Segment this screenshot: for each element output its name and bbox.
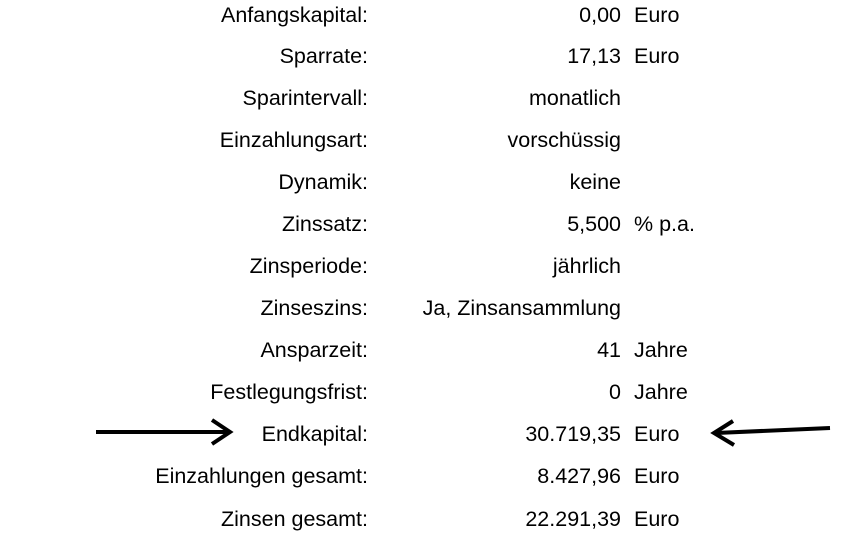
row-unit: Euro: [634, 464, 680, 488]
row-label: Zinsen gesamt:: [221, 507, 368, 531]
row-value: jährlich: [552, 254, 621, 278]
row-value: 30.719,35: [525, 422, 621, 446]
row-label: Zinsperiode:: [249, 254, 368, 278]
row-label: Endkapital:: [261, 422, 368, 446]
row-unit: Euro: [634, 507, 680, 531]
row-unit: Jahre: [634, 380, 688, 404]
table-row: Festlegungsfrist: 0 Jahre: [0, 377, 856, 407]
row-label: Sparrate:: [279, 44, 368, 68]
table-row: Zinsen gesamt: 22.291,39 Euro: [0, 504, 856, 534]
row-value: keine: [569, 170, 621, 194]
table-row: Ansparzeit: 41 Jahre: [0, 335, 856, 365]
row-unit: Euro: [634, 3, 680, 27]
table-row: Einzahlungsart: vorschüssig: [0, 125, 856, 155]
row-label: Einzahlungen gesamt:: [155, 464, 368, 488]
table-row: Anfangskapital: 0,00 Euro: [0, 0, 856, 30]
row-label: Festlegungsfrist:: [210, 380, 368, 404]
row-label: Dynamik:: [278, 170, 368, 194]
row-value: 41: [597, 338, 621, 362]
row-label: Ansparzeit:: [260, 338, 368, 362]
table-row: Endkapital: 30.719,35 Euro: [0, 419, 856, 449]
table-row: Einzahlungen gesamt: 8.427,96 Euro: [0, 461, 856, 491]
row-value: 22.291,39: [525, 507, 621, 531]
row-label: Anfangskapital:: [220, 3, 368, 27]
row-value: 5,500: [567, 212, 621, 236]
row-value: vorschüssig: [507, 128, 621, 152]
row-value: 0: [609, 380, 621, 404]
row-label: Sparintervall:: [242, 86, 368, 110]
arrow-right-icon: [96, 418, 234, 446]
table-row: Zinsperiode: jährlich: [0, 251, 856, 281]
row-unit: % p.a.: [634, 212, 695, 236]
row-unit: Euro: [634, 422, 680, 446]
arrow-left-icon: [710, 419, 831, 447]
row-value: 0,00: [579, 3, 621, 27]
table-row: Dynamik: keine: [0, 167, 856, 197]
row-value: monatlich: [528, 86, 621, 110]
table-row: Zinseszins: Ja, Zinsansammlung: [0, 293, 856, 323]
row-unit: Jahre: [634, 338, 688, 362]
row-value: Ja, Zinsansammlung: [422, 296, 621, 320]
row-label: Einzahlungsart:: [219, 128, 368, 152]
table-row: Zinssatz: 5,500 % p.a.: [0, 209, 856, 239]
row-unit: Euro: [634, 44, 680, 68]
row-label: Zinssatz:: [281, 212, 368, 236]
row-value: 17,13: [567, 44, 621, 68]
row-value: 8.427,96: [537, 464, 621, 488]
table-row: Sparrate: 17,13 Euro: [0, 41, 856, 71]
table-row: Sparintervall: monatlich: [0, 83, 856, 113]
row-label: Zinseszins:: [260, 296, 368, 320]
